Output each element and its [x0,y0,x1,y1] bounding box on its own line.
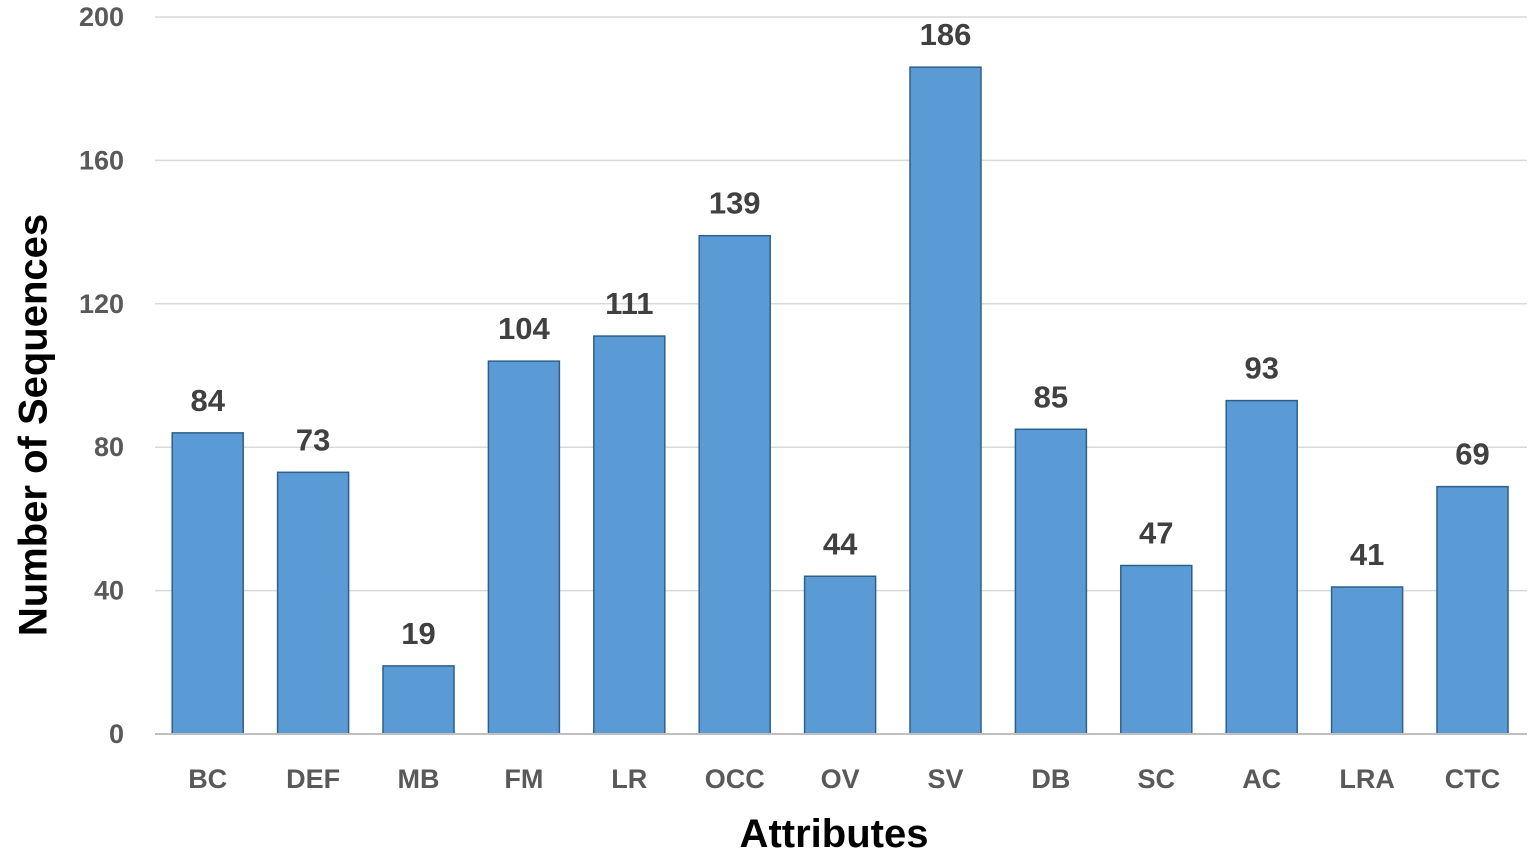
x-tick-label: LRA [1339,764,1395,794]
bar [803,575,877,735]
x-tick-label: SC [1138,764,1176,794]
bar [909,66,982,735]
x-tick-label: FM [504,764,543,794]
x-tick-label: OV [821,764,860,794]
bar [382,665,455,735]
bar [276,471,350,735]
bar [1120,564,1193,735]
data-label: 104 [498,311,550,346]
data-label: 19 [401,616,435,651]
x-tick-label: DB [1031,764,1070,794]
x-tick-label: OCC [705,764,765,794]
bar [171,432,244,735]
x-tick-label: SV [927,764,963,794]
data-label: 69 [1455,437,1489,472]
data-label: 41 [1350,537,1384,572]
data-label: 111 [605,286,653,321]
data-label: 47 [1139,516,1173,551]
data-label: 186 [920,17,972,52]
y-tick-label: 40 [94,576,124,606]
bar [1014,428,1088,735]
y-tick-label: 200 [79,2,124,32]
bar [1225,399,1298,735]
data-label: 93 [1244,351,1278,386]
data-label: 73 [296,422,330,457]
y-tick-label: 80 [94,432,124,462]
x-tick-label: LR [611,764,647,794]
y-tick-label: 120 [79,289,124,319]
bar [698,234,771,735]
x-tick-label: MB [398,764,440,794]
bar [1436,485,1509,735]
x-tick-label: AC [1242,764,1281,794]
x-tick-label: BC [188,764,227,794]
bar [593,335,666,735]
y-tick-label: 0 [109,719,124,749]
x-tick-label: CTC [1445,764,1501,794]
data-label: 44 [823,526,858,561]
x-axis-title: Attributes [739,812,929,856]
data-label: 139 [709,186,761,221]
bar [487,360,561,735]
bar [1330,586,1404,735]
data-label: 85 [1034,379,1068,414]
x-tick-label: DEF [286,764,340,794]
y-tick-label: 160 [79,145,124,175]
data-label: 84 [190,383,225,418]
y-axis-title: Number of Sequences [11,213,56,637]
